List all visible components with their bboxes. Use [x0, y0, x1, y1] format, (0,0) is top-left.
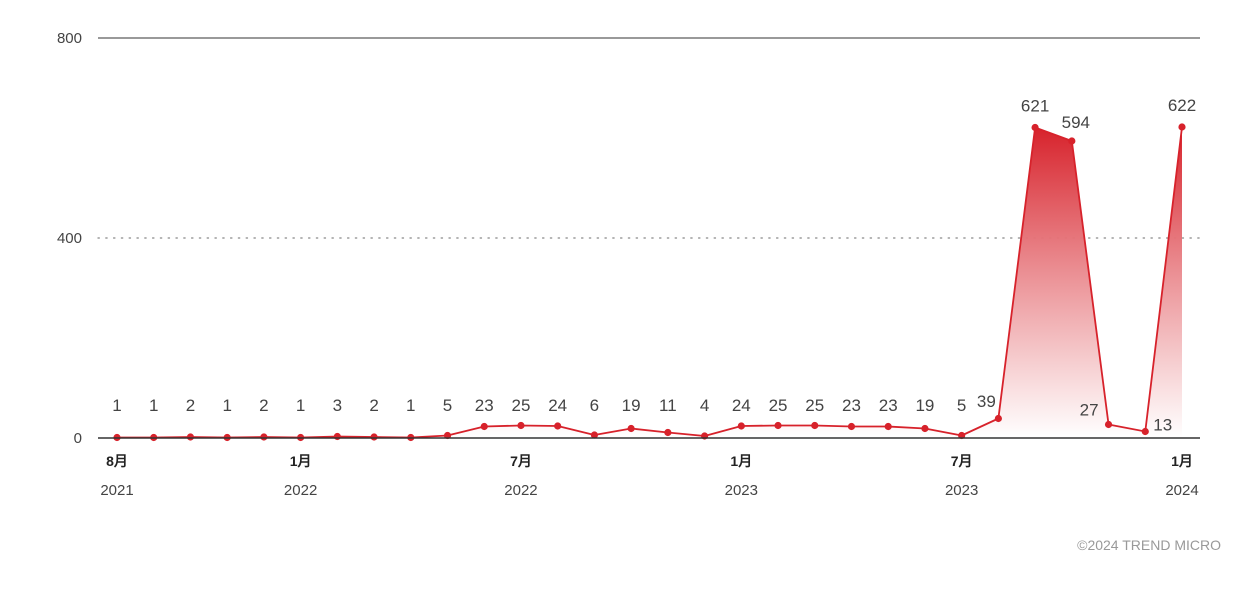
data-label: 5 — [443, 396, 452, 415]
data-label: 23 — [475, 396, 494, 415]
x-tick-year: 2024 — [1165, 482, 1198, 499]
data-label: 621 — [1021, 97, 1049, 116]
data-point — [737, 422, 745, 430]
data-label: 2 — [186, 396, 195, 415]
data-label: 23 — [879, 396, 898, 415]
data-label: 1 — [112, 396, 121, 415]
data-label: 25 — [769, 396, 788, 415]
data-point — [1141, 427, 1149, 436]
data-label: 25 — [805, 396, 824, 415]
data-point — [627, 424, 635, 433]
y-tick-label: 0 — [74, 430, 82, 447]
data-point — [884, 422, 892, 431]
x-tick-year: 2022 — [284, 482, 317, 499]
data-point — [517, 421, 525, 430]
data-label: 19 — [622, 396, 641, 415]
x-tick-month: 7月 — [510, 453, 532, 469]
data-label: 1 — [222, 396, 231, 415]
data-point — [370, 433, 378, 441]
data-label: 27 — [1080, 401, 1099, 420]
x-tick-month: 7月 — [951, 453, 973, 469]
x-tick-month: 1月 — [730, 453, 752, 469]
data-label: 1 — [149, 396, 158, 415]
x-tick-month: 1月 — [290, 453, 312, 469]
data-label: 4 — [700, 396, 709, 415]
data-label: 23 — [842, 396, 861, 415]
data-point — [921, 424, 929, 433]
data-label: 6 — [590, 396, 599, 415]
x-tick-month: 1月 — [1171, 453, 1193, 469]
data-point — [1068, 137, 1076, 145]
x-tick-year: 2022 — [504, 482, 537, 499]
x-tick-year: 2023 — [945, 482, 978, 499]
data-label: 2 — [369, 396, 378, 415]
data-label: 622 — [1168, 96, 1196, 115]
data-point — [480, 422, 488, 431]
data-point — [590, 431, 599, 439]
data-label: 5 — [957, 396, 966, 415]
data-point — [774, 421, 782, 430]
data-point — [664, 428, 672, 437]
data-label: 2 — [259, 396, 268, 415]
data-point — [1104, 420, 1113, 429]
series-area — [117, 127, 1182, 438]
data-label: 25 — [512, 396, 531, 415]
data-point — [994, 414, 1002, 423]
x-tick-year: 2023 — [725, 482, 758, 499]
y-tick-label: 800 — [57, 30, 82, 47]
data-label: 19 — [915, 396, 934, 415]
data-label: 24 — [548, 396, 567, 415]
data-point — [333, 432, 341, 441]
data-label: 3 — [333, 396, 342, 415]
data-label: 1 — [406, 396, 415, 415]
y-tick-label: 400 — [57, 230, 82, 247]
data-point — [260, 433, 268, 441]
data-point — [847, 422, 856, 431]
data-label: 24 — [732, 396, 751, 415]
data-label: 594 — [1062, 113, 1090, 132]
data-point — [1178, 123, 1186, 131]
data-label: 13 — [1153, 416, 1172, 435]
x-tick-year: 2021 — [100, 482, 133, 499]
data-point — [554, 422, 562, 430]
copyright-text: ©2024 TREND MICRO — [1077, 537, 1221, 553]
data-label: 1 — [296, 396, 305, 415]
data-point — [186, 433, 195, 441]
data-label: 11 — [659, 396, 677, 415]
x-tick-month: 8月 — [106, 453, 128, 469]
data-point — [811, 421, 819, 430]
data-label: 39 — [977, 392, 996, 411]
data-point — [1031, 123, 1039, 132]
